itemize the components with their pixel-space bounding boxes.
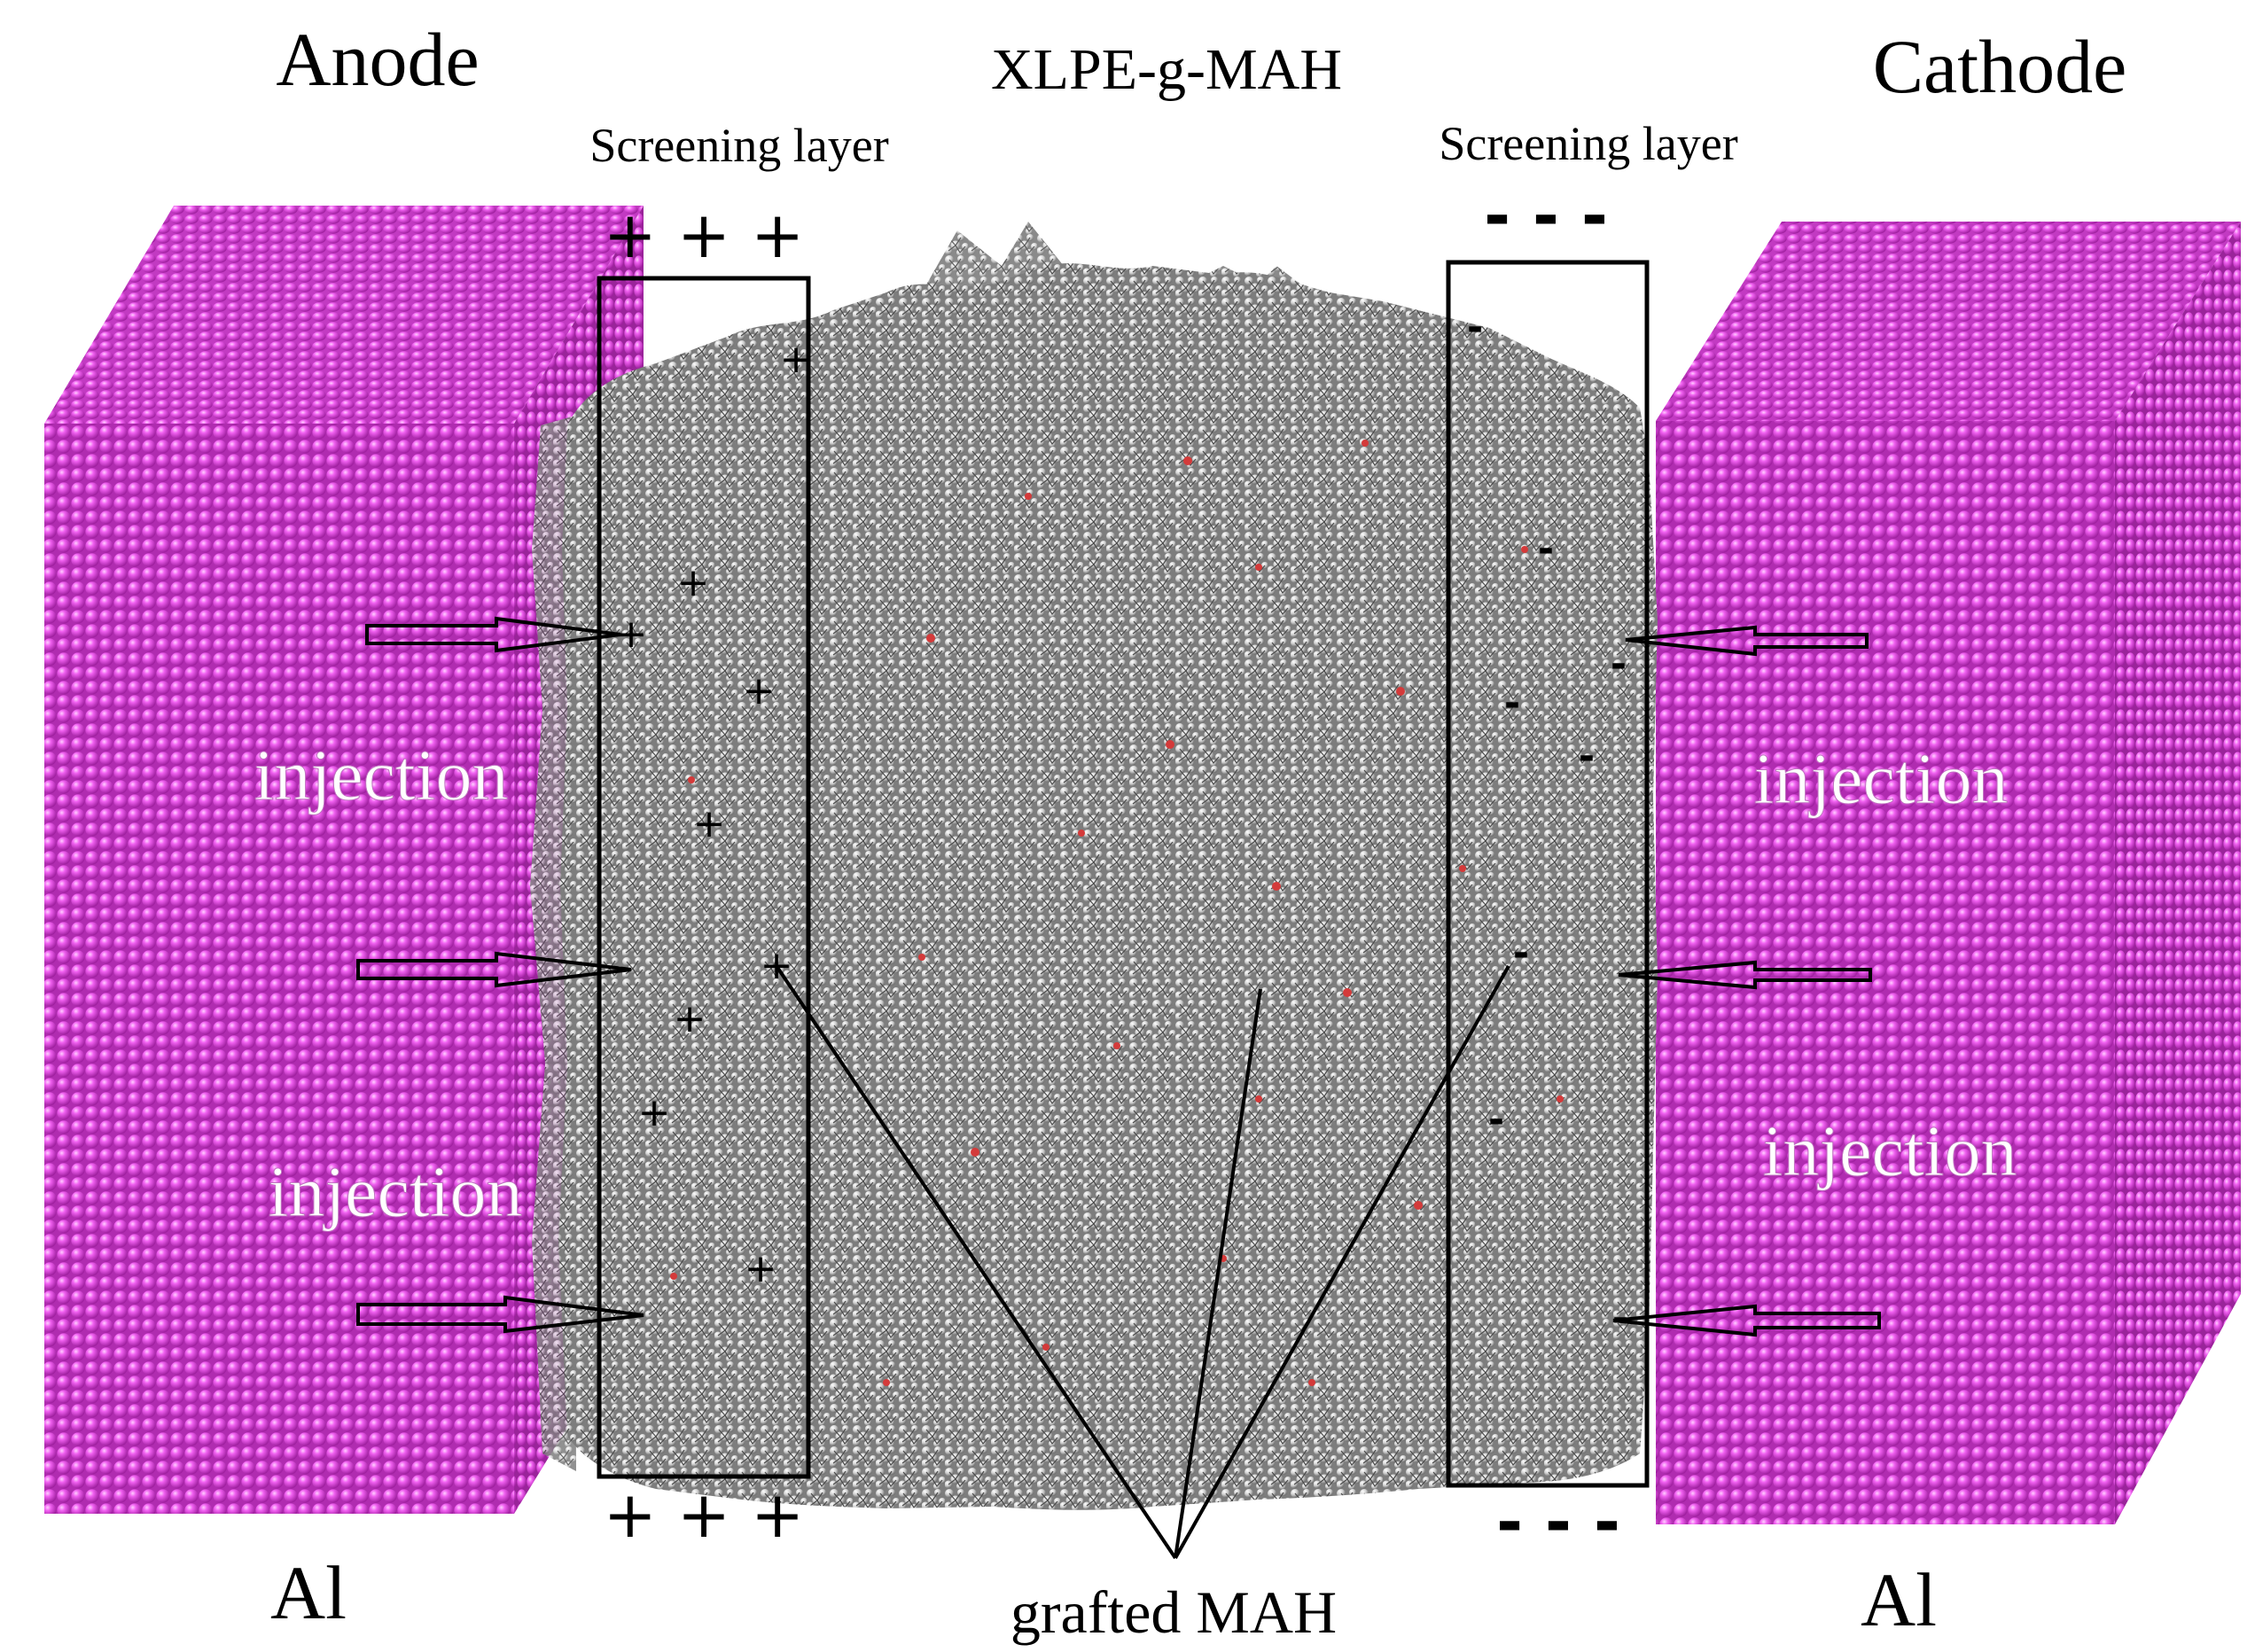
- charge-plus: +: [693, 801, 726, 846]
- charge-minus: -: [1467, 305, 1483, 350]
- injection-label-left-upper: injection: [254, 735, 509, 815]
- anode-front-face: [44, 424, 514, 1514]
- cathode-front-face: [1656, 421, 2115, 1524]
- screening-layer-label-right: Screening layer: [1439, 117, 1737, 170]
- injection-label-right-upper: injection: [1754, 738, 2009, 819]
- surface-charge-bottom-left: + + +: [604, 1477, 805, 1552]
- charge-plus: +: [615, 612, 648, 657]
- charge-plus: +: [743, 668, 776, 713]
- polymer-fringe-left: [530, 417, 576, 1471]
- anode-top-face: [44, 206, 644, 424]
- injection-label-right-lower: injection: [1763, 1110, 2017, 1191]
- injection-arrow-left-2: [356, 951, 632, 988]
- screening-charges-right: - - - - - - - -: [1467, 305, 1628, 1341]
- injection-arrow-left-3: [356, 1295, 644, 1334]
- injection-arrows-right: [1612, 625, 1881, 1337]
- injection-arrow-right-3: [1612, 1304, 1881, 1337]
- charge-minus: -: [1504, 681, 1520, 726]
- pointer-line-1: [775, 964, 1177, 1560]
- polymer-fringe-top: [922, 222, 1312, 292]
- charge-plus: +: [745, 1246, 777, 1291]
- material-label: XLPE-g-MAH: [991, 37, 1342, 102]
- screening-frame-right: [1446, 260, 1650, 1488]
- electrode-material-label-left: Al: [270, 1550, 347, 1635]
- anode-label: Anode: [276, 17, 479, 102]
- charge-minus: -: [1611, 642, 1627, 687]
- surface-charge-top-right: - - -: [1484, 178, 1608, 253]
- injection-arrows-left: [356, 616, 644, 1334]
- charge-minus: -: [1612, 1296, 1628, 1341]
- charge-plus: +: [677, 560, 710, 605]
- polymer-body: [558, 263, 1658, 1510]
- charge-plus: +: [780, 337, 813, 382]
- injection-arrow-left-1: [365, 616, 621, 653]
- polymer-block: [530, 222, 1658, 1510]
- grafted-mah-label: grafted MAH: [1010, 1578, 1337, 1646]
- screening-charges-left: + + + + + + + + +: [615, 337, 813, 1291]
- grafted-mah-pointers: [775, 964, 1510, 1560]
- injection-arrow-right-1: [1625, 625, 1869, 657]
- surface-charge-bottom-right: - - -: [1496, 1484, 1620, 1559]
- charge-plus: +: [674, 996, 706, 1041]
- cathode-top-face: [1656, 222, 2241, 421]
- electrode-material-label-right: Al: [1861, 1557, 1937, 1642]
- charge-minus: -: [1488, 1097, 1504, 1142]
- surface-charge-top-left: + + +: [604, 198, 805, 272]
- charge-minus: -: [1513, 931, 1529, 976]
- cathode-electrode: [1656, 222, 2241, 1524]
- cathode-label: Cathode: [1873, 24, 2127, 109]
- cathode-side-face: [2115, 222, 2241, 1524]
- charge-minus: -: [1538, 526, 1554, 572]
- pointer-line-2: [1174, 988, 1262, 1559]
- charge-plus: +: [638, 1090, 671, 1135]
- injection-arrow-right-2: [1618, 960, 1872, 990]
- screening-frame-left: [597, 276, 811, 1479]
- charge-plus: +: [761, 943, 793, 988]
- pointer-line-3: [1174, 965, 1510, 1559]
- injection-label-left-lower: injection: [269, 1151, 523, 1232]
- charge-minus: -: [1579, 734, 1595, 779]
- screening-layer-label-left: Screening layer: [589, 119, 888, 172]
